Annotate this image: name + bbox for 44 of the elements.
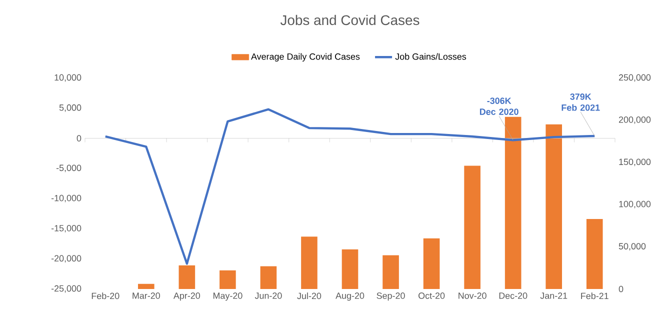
- y2-tick-label: 0: [618, 286, 624, 292]
- bar: [423, 238, 440, 289]
- y-tick-label: 10,000: [54, 74, 82, 82]
- y-tick-label: -10,000: [51, 194, 82, 202]
- x-tick-label: Jun-20: [254, 292, 282, 299]
- bar: [586, 218, 603, 289]
- x-tick-label: Mar-20: [132, 292, 160, 299]
- y2-tick-label: 200,000: [618, 116, 651, 124]
- legend-label: Average Daily Covid Cases: [251, 53, 360, 62]
- chart-title: Jobs and Covid Cases: [280, 14, 420, 26]
- x-tick-label: May-20: [213, 292, 242, 301]
- legend-label: Job Gains/Losses: [395, 53, 466, 60]
- y-tick-label: 5,000: [59, 104, 82, 112]
- annotation: 379K Feb 2021: [562, 93, 600, 111]
- bar: [178, 265, 196, 289]
- y-tick-label: -20,000: [51, 255, 82, 263]
- x-tick-label: Aug-20: [336, 292, 364, 301]
- bar: [220, 270, 236, 289]
- bar: [382, 255, 399, 289]
- x-tick-label: Jan-21: [540, 292, 568, 299]
- bar: [138, 284, 154, 289]
- y-tick-label: -25,000: [51, 285, 82, 293]
- y2-tick-label: 250,000: [618, 74, 651, 82]
- y2-tick-label: 150,000: [619, 158, 651, 166]
- bar: [546, 124, 562, 289]
- y-tick-label: -15,000: [51, 225, 82, 232]
- x-tick-label: Feb-20: [92, 292, 120, 300]
- annotation: -306K Dec 2020: [480, 98, 518, 115]
- bar: [342, 249, 358, 289]
- x-tick-label: Oct-20: [418, 292, 445, 299]
- x-tick-label: Nov-20: [458, 292, 486, 299]
- bar: [504, 116, 522, 289]
- x-tick-label: Feb-21: [581, 292, 608, 300]
- y2-tick-label: 100,000: [619, 200, 651, 208]
- x-tick-label: Jul-20: [297, 292, 322, 300]
- x-tick-label: Apr-20: [173, 292, 200, 301]
- y-tick-label: -5,000: [56, 164, 82, 172]
- y2-tick-label: 50,000: [618, 243, 646, 250]
- bar: [260, 266, 277, 289]
- x-tick-label: Sep-20: [376, 292, 405, 301]
- bar: [301, 236, 318, 289]
- x-tick-label: Dec-20: [499, 292, 528, 299]
- bar: [464, 166, 480, 289]
- y-tick-label: 0: [76, 135, 82, 142]
